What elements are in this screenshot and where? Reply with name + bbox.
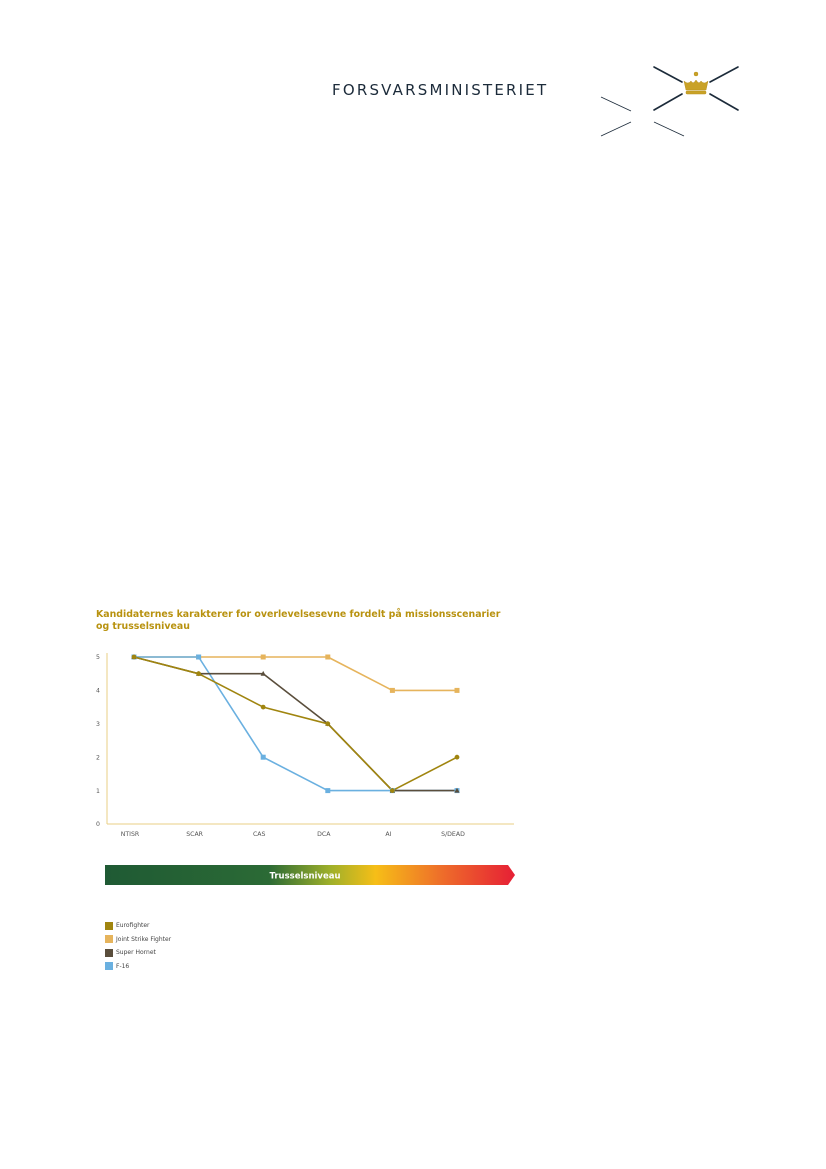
series-line	[134, 656, 457, 692]
series-line	[134, 656, 457, 792]
legend-label: F-16	[116, 962, 130, 970]
chart-title: Kandidaternes karakterer for overlevelse…	[96, 609, 501, 632]
line-chart: 0 1 2 3 4 5 NTISR SCAR CAS DCA AI S/DEAD	[96, 653, 514, 838]
threat-level-bar: Trusselsniveau	[105, 865, 515, 885]
data-point	[196, 654, 202, 660]
crown-cross-logo-icon	[600, 66, 739, 137]
y-tick-label: 4	[96, 688, 100, 695]
data-point	[389, 687, 395, 693]
legend-label: Eurofighter	[116, 922, 150, 930]
data-point	[325, 654, 331, 660]
x-tick-label: CAS	[253, 831, 266, 838]
threat-bar-label: Trusselsniveau	[269, 872, 340, 882]
y-tick-label: 3	[96, 721, 100, 728]
ministry-name: FORSVARSMINISTERIET	[332, 81, 549, 99]
data-point	[390, 788, 395, 793]
legend-item: Joint Strike Fighter	[105, 933, 171, 947]
legend-swatch	[105, 962, 113, 971]
data-point	[325, 721, 331, 727]
y-tick-label: 1	[96, 788, 100, 795]
series-line	[133, 656, 457, 792]
y-tick-label: 0	[96, 821, 100, 828]
x-tick-label: S/DEAD	[441, 831, 465, 838]
data-point	[260, 670, 266, 676]
data-point	[260, 654, 266, 660]
y-tick-label: 2	[96, 754, 100, 761]
legend-item: Super Hornet	[105, 946, 171, 960]
legend-swatch	[105, 935, 113, 944]
legend-swatch	[105, 948, 113, 957]
y-tick-label: 5	[96, 654, 100, 661]
chart-legend: Eurofighter Joint Strike Fighter Super Hor…	[105, 919, 171, 973]
data-point	[454, 687, 460, 693]
x-tick-label: AI	[385, 831, 391, 838]
data-point	[454, 754, 460, 760]
x-tick-label: NTISR	[121, 831, 140, 838]
data-point	[260, 704, 266, 710]
data-point	[454, 787, 460, 793]
data-point	[196, 671, 201, 677]
x-tick-label: SCAR	[186, 831, 203, 838]
legend-swatch	[105, 921, 113, 930]
series-line	[133, 656, 458, 792]
data-point	[131, 654, 137, 660]
legend-label: Super Hornet	[116, 949, 156, 957]
legend-item: Eurofighter	[105, 919, 171, 933]
legend-label: Joint Strike Fighter	[116, 935, 172, 943]
legend-item: F-16	[105, 960, 171, 974]
x-tick-label: DCA	[317, 831, 331, 838]
data-point	[260, 754, 266, 760]
data-point	[325, 788, 331, 794]
